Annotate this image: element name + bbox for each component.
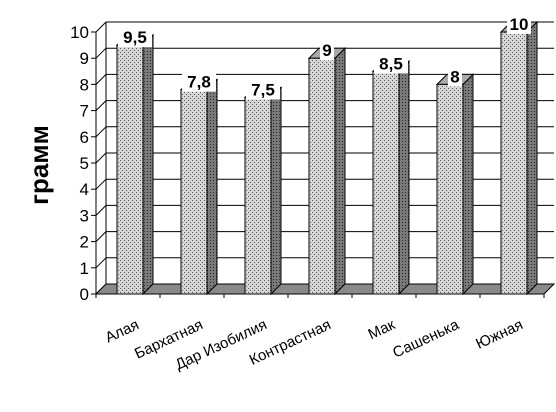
gridline-depth <box>95 231 107 242</box>
gridline-depth <box>95 47 107 59</box>
y-tick-label: 2 <box>80 233 89 252</box>
bar-side <box>206 78 218 296</box>
bar-side <box>142 33 154 296</box>
bar-side <box>462 73 474 296</box>
bar <box>307 46 347 296</box>
data-label-bg <box>118 27 152 48</box>
y-tick-label: 9 <box>80 49 89 68</box>
y-tick-label: 7 <box>80 102 89 121</box>
bar <box>499 20 539 296</box>
bar-face <box>500 31 528 295</box>
gridline-depth <box>95 257 107 269</box>
x-category-label: Алая <box>103 316 142 346</box>
y-tick-label: 5 <box>80 154 89 173</box>
bar-face <box>116 44 144 295</box>
bar-side <box>526 20 538 296</box>
data-label: 10 <box>510 15 529 34</box>
bar-face <box>244 97 272 295</box>
bar <box>371 60 411 296</box>
y-axis-title: грамм <box>24 125 54 205</box>
bar-face <box>308 57 336 295</box>
data-label-bg <box>246 79 280 100</box>
y-tick-label: 0 <box>80 285 89 304</box>
gridline-depth <box>95 178 107 190</box>
data-label-bg <box>507 14 531 34</box>
y-tick-label: 4 <box>80 180 89 199</box>
gridline-depth <box>95 100 107 111</box>
bar-side <box>270 86 282 296</box>
data-label: 9,5 <box>123 28 147 47</box>
data-label-bg <box>320 40 334 61</box>
bars-layer <box>115 20 539 296</box>
bar <box>179 78 219 296</box>
data-label-bg <box>182 71 216 92</box>
bar-face <box>372 70 400 295</box>
bar-side <box>334 46 346 296</box>
bar-side <box>398 60 410 296</box>
data-label: 8 <box>450 67 459 86</box>
data-label: 9 <box>322 41 331 60</box>
y-tick-label: 1 <box>80 259 89 278</box>
y-tick-label: 3 <box>80 206 89 225</box>
y-tick-label: 8 <box>80 75 89 94</box>
gridline-depth <box>95 126 107 138</box>
y-tick-label: 6 <box>80 128 89 147</box>
bar <box>115 33 155 296</box>
bar <box>243 86 283 296</box>
x-category-label: Мак <box>366 316 399 343</box>
data-label: 8,5 <box>379 54 403 73</box>
x-category-label: Сашенька <box>390 316 462 362</box>
x-category-label: Южная <box>473 316 525 353</box>
data-label-bg <box>448 66 462 87</box>
bar-face <box>436 83 464 295</box>
data-label-bg <box>374 53 408 74</box>
data-labels: 9,5 7,8 7,5 9 8,5 8 10 <box>118 14 531 100</box>
data-label: 7,5 <box>251 81 275 100</box>
y-tick-label: 10 <box>70 23 89 42</box>
bar <box>435 73 475 296</box>
gridline-depth <box>95 74 107 85</box>
gridline-depth <box>95 21 107 33</box>
gridline-depth <box>95 205 107 216</box>
gridline-depth <box>95 152 107 164</box>
bar-face <box>180 89 208 295</box>
data-label: 7,8 <box>187 73 211 92</box>
y-ticks: 0 1 2 3 4 5 6 7 8 9 10 <box>70 23 89 304</box>
